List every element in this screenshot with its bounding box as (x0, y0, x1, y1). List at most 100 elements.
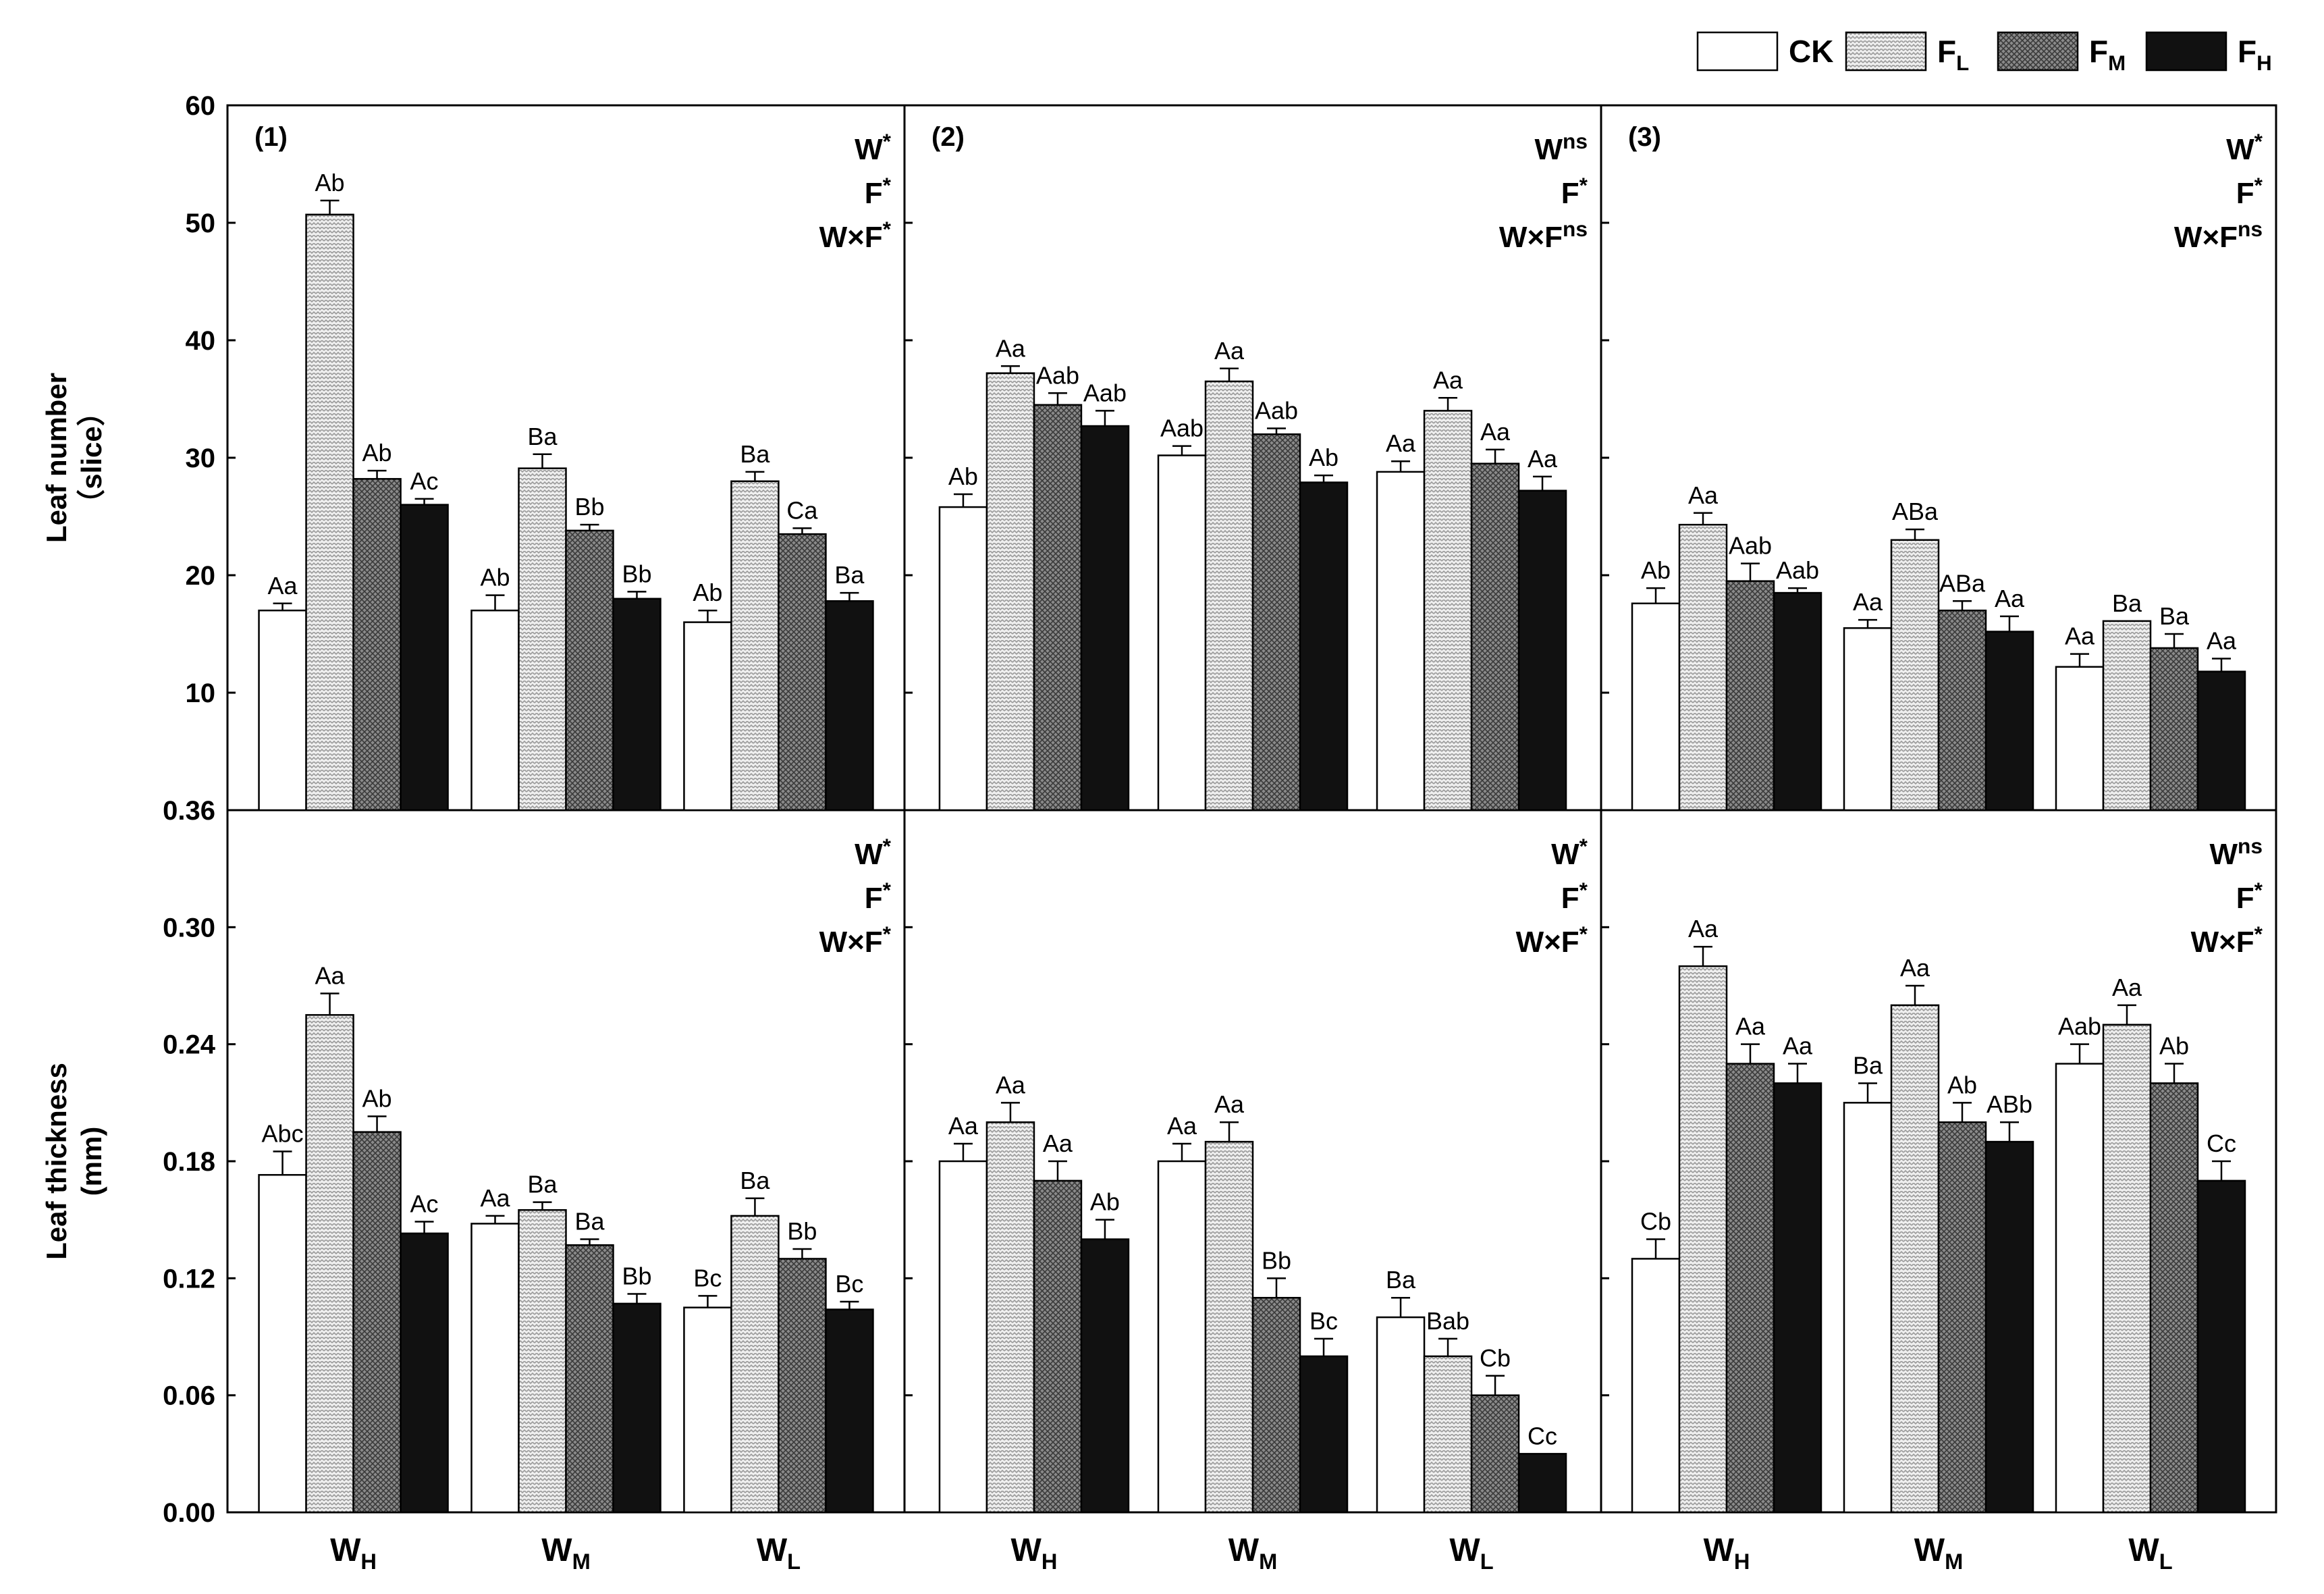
bar-FH (612, 597, 661, 812)
y-tick-label: 10 (186, 679, 216, 708)
bar-label: Ab (1947, 1071, 1977, 1098)
bar-FH (1080, 1238, 1130, 1514)
significance-2: W×F* (1516, 922, 1588, 959)
x-group-label: WH (1704, 1533, 1750, 1574)
bar-label: Aa (1433, 366, 1463, 394)
bar-FL (518, 467, 567, 812)
significance-0-base: W (1551, 838, 1579, 871)
bar-label: Ba (2112, 589, 2142, 617)
significance-0-base: W (855, 133, 883, 166)
bar-CK (1631, 602, 1681, 812)
bar-FL (1204, 1140, 1254, 1514)
significance-1-base: F (865, 177, 883, 210)
y-tick-label: 0.00 (163, 1498, 215, 1528)
bar-FL (730, 480, 780, 812)
bar-label: Ba (740, 1167, 770, 1194)
y-tick-label: 0.30 (163, 913, 215, 942)
bar-FM (778, 1258, 827, 1514)
significance-1-base: F (865, 882, 883, 915)
bar-FH (400, 1232, 449, 1514)
bar-FL (2102, 1024, 2152, 1514)
bar-label: Bc (1309, 1307, 1338, 1335)
bar-label: Aa (268, 572, 298, 600)
significance-0: W* (1551, 834, 1588, 871)
bar-CK (683, 621, 732, 812)
significance-1: F* (2236, 173, 2263, 210)
bar-CK (938, 506, 988, 812)
legend-label-CK-base: CK (1789, 34, 1833, 69)
bar-FH (1773, 591, 1822, 812)
bar-FM (352, 478, 402, 812)
bar-FL (1204, 380, 1254, 812)
y-tick-label: 0.18 (163, 1147, 215, 1177)
legend-label-FH-base: F (2238, 34, 2257, 69)
bar-FM (1251, 1296, 1301, 1514)
bar-label: Abc (262, 1120, 304, 1148)
bar-label: Aa (1995, 585, 2025, 612)
bar-label: Ca (786, 496, 818, 524)
legend-label-FL-base: F (1937, 34, 1956, 69)
significance-0-base: W (1535, 133, 1563, 166)
legend-label-FM-base: F (2089, 34, 2108, 69)
bar-FL (305, 213, 354, 812)
panel-label: (3) (1628, 122, 1661, 152)
bar-label: Ab (1090, 1188, 1120, 1216)
bar-label: Aa (1528, 445, 1558, 473)
bar-CK (1843, 1102, 1893, 1514)
bar-label: Aab (2058, 1013, 2101, 1040)
y-axis-title-line1: Leaf number (40, 373, 72, 543)
significance-0: Wns (2210, 834, 2263, 871)
bar-label: Ac (410, 1190, 439, 1218)
bar-CK (2055, 1063, 2105, 1514)
bar-FH (612, 1302, 661, 1514)
x-group-label-base: W (330, 1533, 361, 1568)
significance-1: F* (865, 173, 892, 210)
y-axis-title: Leaf number （slice） (40, 373, 107, 543)
panel-label: (2) (931, 122, 965, 152)
bar-FM (1470, 462, 1520, 812)
legend-label-CK: CK (1789, 34, 1833, 69)
significance-1-sup: * (2254, 173, 2263, 197)
bar-CK (1157, 1160, 1207, 1514)
bar-label: Ba (527, 423, 558, 450)
legend-swatch-FH (2145, 31, 2227, 72)
x-group-label: WH (1011, 1533, 1058, 1574)
bar-label: Bab (1426, 1307, 1469, 1335)
bar-CK (1843, 627, 1893, 812)
bar-FH (1080, 425, 1130, 812)
bar-FM (565, 529, 614, 812)
bar-FM (778, 533, 827, 812)
y-tick-label: 0.36 (163, 796, 215, 826)
bar-FL (1423, 1355, 1473, 1514)
bar-FM (2149, 1082, 2199, 1514)
significance-1-sup: * (2254, 878, 2263, 902)
bar-CK (938, 1160, 988, 1514)
bar-label: Aa (2207, 627, 2237, 655)
significance-2: W×Fns (1499, 217, 1588, 254)
legend-label-FL-sub: L (1956, 51, 1969, 75)
bar-label: Ab (362, 1085, 392, 1113)
x-group-label-base: W (541, 1533, 572, 1568)
legend-label-FM: FM (2089, 34, 2126, 75)
bar-label: Bc (835, 1270, 863, 1298)
bar-label: Bb (622, 560, 651, 587)
significance-0: W* (855, 834, 892, 871)
y-axis-title: Leaf thickness (mm) (40, 1063, 107, 1260)
legend-label-FH: FH (2238, 34, 2272, 75)
legend-swatch-FM (1997, 31, 2079, 72)
significance-0-sup: * (2254, 129, 2263, 153)
bar-label: Bb (1262, 1246, 1291, 1274)
x-group-label-sub: H (1042, 1549, 1058, 1574)
bar-FM (1033, 404, 1083, 812)
bar-label: Aa (996, 1071, 1026, 1098)
significance-0-base: W (2226, 133, 2254, 166)
x-group-label-base: W (1449, 1533, 1480, 1568)
significance-1-base: F (1561, 177, 1579, 210)
significance-0-sup: * (883, 129, 892, 153)
bar-label: Bc (693, 1264, 722, 1292)
bar-FH (825, 600, 874, 812)
significance-2-sup: * (1579, 922, 1588, 946)
bar-label: Cb (1480, 1344, 1511, 1372)
significance-0-sup: ns (2238, 834, 2263, 858)
significance-2: W×F* (2191, 922, 2263, 959)
